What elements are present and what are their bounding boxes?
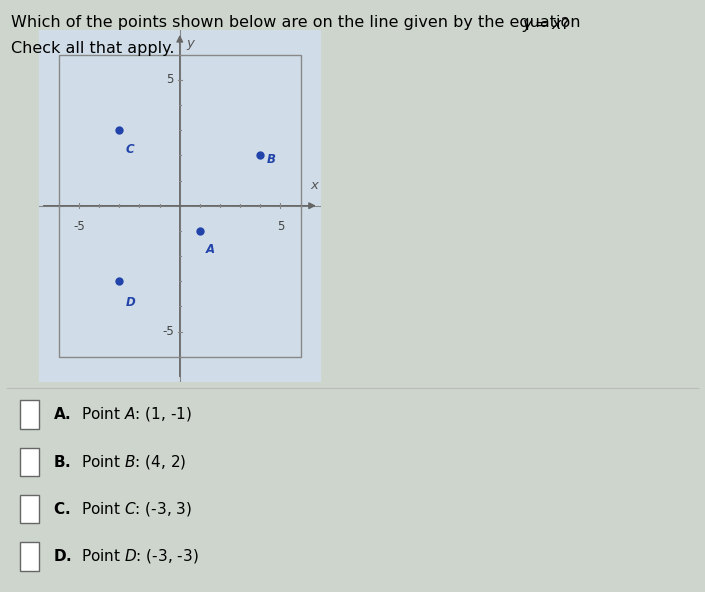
Text: x: x [311, 179, 319, 192]
Text: B: B [266, 153, 276, 166]
Text: Point $\mathit{D}$: (-3, -3): Point $\mathit{D}$: (-3, -3) [81, 548, 199, 565]
Text: Point $\mathit{A}$: (1, -1): Point $\mathit{A}$: (1, -1) [81, 406, 192, 423]
Text: $\mathbf{A.}$: $\mathbf{A.}$ [53, 406, 70, 423]
Text: A: A [206, 243, 215, 256]
Text: -5: -5 [162, 325, 173, 338]
Text: 5: 5 [166, 73, 173, 86]
Text: -5: -5 [73, 220, 85, 233]
Text: $\mathbf{D.}$: $\mathbf{D.}$ [53, 548, 72, 565]
Text: Check all that apply.: Check all that apply. [11, 41, 174, 56]
Text: y: y [187, 37, 195, 50]
Text: 5: 5 [277, 220, 284, 233]
Text: C: C [125, 143, 134, 156]
Text: $\mathbf{B.}$: $\mathbf{B.}$ [53, 453, 70, 470]
Text: Point $\mathit{C}$: (-3, 3): Point $\mathit{C}$: (-3, 3) [81, 500, 192, 518]
Text: $y = x$?: $y = x$? [522, 15, 570, 34]
Text: D: D [125, 297, 135, 309]
Text: $\mathbf{C.}$: $\mathbf{C.}$ [53, 501, 70, 517]
Text: Which of the points shown below are on the line given by the equation: Which of the points shown below are on t… [11, 15, 585, 30]
Text: Point $\mathit{B}$: (4, 2): Point $\mathit{B}$: (4, 2) [81, 453, 186, 471]
